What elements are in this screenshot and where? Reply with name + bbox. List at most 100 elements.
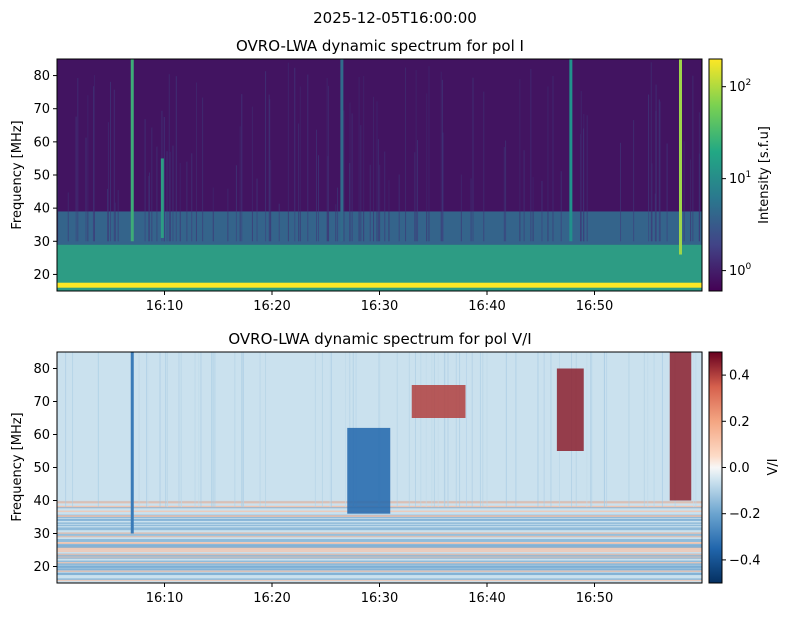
heatmap-texture	[326, 78, 328, 242]
heatmap-stripe	[57, 542, 702, 544]
heatmap-texture	[67, 192, 69, 242]
heatmap-stripe	[57, 540, 702, 542]
heatmap-texture	[455, 352, 457, 508]
heatmap-stripe	[57, 566, 702, 568]
colorbar-tick-label: 0.4	[729, 369, 750, 384]
heatmap-texture	[426, 93, 428, 242]
colorbar-tick-label: 0.2	[729, 415, 750, 430]
heatmap-texture	[369, 164, 371, 242]
burst-mark	[160, 158, 164, 238]
heatmap-texture	[270, 159, 272, 242]
heatmap-texture	[358, 76, 360, 242]
heatmap-texture	[256, 178, 258, 242]
polarization-feature	[347, 427, 391, 514]
colorbar-ticks: 0.4 0.2 0.0 −0.2 −0.4	[722, 369, 761, 568]
heatmap-texture	[321, 352, 323, 508]
heatmap-texture	[655, 110, 657, 242]
heatmap-texture	[428, 66, 430, 242]
x-tick-label: 16:20	[253, 299, 290, 314]
burst-mark	[679, 59, 682, 255]
heatmap-texture	[470, 178, 472, 242]
heatmap-texture	[169, 151, 171, 242]
heatmap-texture	[299, 86, 301, 242]
heatmap-texture	[307, 74, 309, 242]
heatmap-texture	[523, 150, 525, 242]
y-tick-label: 70	[33, 395, 50, 410]
heatmap-texture	[328, 85, 330, 242]
heatmap-stripe	[57, 547, 702, 550]
heatmap-texture	[351, 113, 353, 242]
heatmap-texture	[202, 97, 204, 242]
heatmap-texture	[259, 352, 261, 508]
heatmap-texture	[235, 165, 237, 242]
heatmap-texture	[693, 352, 695, 508]
heatmap-texture	[377, 139, 379, 242]
heatmap-texture	[265, 352, 267, 508]
colorbar: 100 101 102 Intensity [s.f.u]	[708, 58, 772, 292]
heatmap-texture	[695, 352, 697, 508]
heatmap-texture	[628, 352, 630, 508]
heatmap-texture	[414, 152, 416, 242]
panel-pol-vi: OVRO-LWA dynamic spectrum for pol V/I 20…	[10, 330, 781, 606]
heatmap-texture	[586, 115, 588, 242]
y-tick-label: 40	[33, 202, 50, 217]
heatmap-texture	[515, 352, 517, 508]
heatmap-texture	[329, 352, 331, 508]
heatmap-texture	[186, 161, 188, 242]
heatmap-stripe	[57, 532, 702, 534]
heatmap-stripe	[57, 535, 702, 538]
heatmap-texture	[179, 162, 181, 242]
heatmap-texture	[532, 177, 534, 242]
heatmap-texture	[269, 99, 271, 242]
heatmap-texture	[360, 125, 362, 242]
y-axis-label: Frequency [MHz]	[10, 412, 25, 521]
colorbar: 0.4 0.2 0.0 −0.2 −0.4 V/I	[708, 351, 781, 584]
y-tick-label: 70	[33, 102, 50, 117]
colorbar-tick-label: −0.4	[729, 553, 761, 568]
heatmap-stripe	[57, 546, 702, 549]
heatmap-texture	[165, 352, 167, 508]
heatmap-texture	[314, 352, 316, 508]
heatmap-texture	[590, 352, 592, 508]
heatmap-stripe	[57, 560, 702, 563]
heatmap-texture	[658, 99, 660, 242]
heatmap-texture	[591, 352, 593, 508]
heatmap-stripe	[57, 562, 702, 565]
heatmap-texture	[159, 352, 161, 508]
heatmap-texture	[683, 141, 685, 242]
heatmap-texture	[166, 352, 168, 508]
heatmap-texture	[472, 77, 474, 242]
heatmap-texture	[541, 180, 543, 242]
heatmap-stripe	[57, 573, 702, 576]
heatmap-texture	[148, 175, 150, 242]
heatmap-texture	[172, 145, 174, 242]
heatmap-texture	[384, 151, 386, 242]
heatmap-texture	[373, 96, 375, 242]
heatmap-stripe	[57, 553, 702, 556]
heatmap-texture	[212, 187, 214, 242]
heatmap-texture	[666, 143, 668, 242]
heatmap-texture	[144, 119, 146, 242]
heatmap-stripe	[57, 516, 702, 519]
heatmap-texture	[431, 352, 433, 508]
heatmap-texture	[388, 180, 390, 242]
colorbar-ticks: 100 101 102	[722, 78, 752, 279]
heatmap-texture	[239, 126, 241, 242]
heatmap-texture	[441, 79, 443, 242]
heatmap-texture	[212, 352, 214, 508]
x-tick-label: 16:10	[146, 299, 183, 314]
heatmap-texture	[214, 352, 216, 508]
y-tick-label: 80	[33, 362, 50, 377]
heatmap-texture	[107, 188, 109, 242]
heatmap-texture	[316, 129, 318, 242]
y-tick-label: 40	[33, 494, 50, 509]
heatmap-stripe	[57, 572, 702, 575]
y-axis: 20 30 40 50 60 70 80	[33, 362, 57, 575]
heatmap-texture	[198, 352, 200, 508]
heatmap-texture	[471, 352, 473, 508]
heatmap-stripe	[57, 522, 702, 524]
polarization-feature	[411, 385, 466, 418]
heatmap-texture	[479, 352, 481, 508]
heatmap-texture	[110, 81, 112, 242]
heatmap-texture	[482, 352, 484, 508]
